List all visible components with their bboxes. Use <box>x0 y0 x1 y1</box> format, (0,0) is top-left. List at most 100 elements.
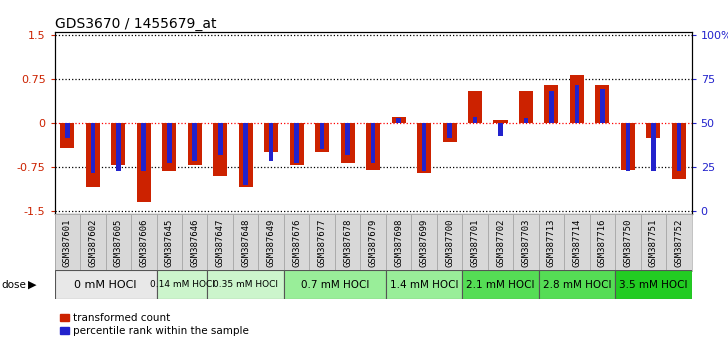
FancyBboxPatch shape <box>284 270 386 299</box>
Bar <box>341 123 355 163</box>
Bar <box>315 123 329 153</box>
Bar <box>141 123 146 171</box>
FancyBboxPatch shape <box>539 270 615 299</box>
FancyBboxPatch shape <box>641 214 666 271</box>
Bar <box>549 91 554 123</box>
Bar <box>269 123 274 161</box>
Bar <box>60 123 74 148</box>
Text: 0 mM HOCl: 0 mM HOCl <box>74 280 137 290</box>
Bar <box>192 123 197 161</box>
Text: GSM387677: GSM387677 <box>317 219 327 267</box>
FancyBboxPatch shape <box>666 214 692 271</box>
Bar <box>472 117 478 123</box>
Bar <box>116 123 121 171</box>
Text: GSM387679: GSM387679 <box>368 219 378 267</box>
Text: GSM387703: GSM387703 <box>521 219 531 267</box>
FancyBboxPatch shape <box>539 214 564 271</box>
Bar <box>468 91 482 123</box>
Text: GSM387714: GSM387714 <box>572 219 582 267</box>
FancyBboxPatch shape <box>106 214 131 271</box>
Bar <box>86 123 100 187</box>
Text: GSM387647: GSM387647 <box>215 219 225 267</box>
FancyBboxPatch shape <box>411 214 437 271</box>
FancyBboxPatch shape <box>131 214 157 271</box>
Text: GSM387645: GSM387645 <box>165 219 174 267</box>
Text: GSM387699: GSM387699 <box>419 219 429 267</box>
Bar <box>264 123 278 153</box>
Bar <box>65 123 70 138</box>
Bar <box>600 89 605 123</box>
FancyBboxPatch shape <box>309 214 335 271</box>
Text: GSM387601: GSM387601 <box>63 219 72 267</box>
Text: GSM387676: GSM387676 <box>292 219 301 267</box>
FancyBboxPatch shape <box>590 214 615 271</box>
Bar <box>651 123 656 171</box>
Text: GSM387605: GSM387605 <box>114 219 123 267</box>
Text: GSM387752: GSM387752 <box>674 219 684 267</box>
Bar <box>371 123 376 163</box>
Bar <box>596 85 609 123</box>
Legend: transformed count, percentile rank within the sample: transformed count, percentile rank withi… <box>60 313 249 336</box>
FancyBboxPatch shape <box>207 270 284 299</box>
Bar <box>213 123 227 176</box>
FancyBboxPatch shape <box>513 214 539 271</box>
FancyBboxPatch shape <box>437 214 462 271</box>
Text: 2.8 mM HOCl: 2.8 mM HOCl <box>542 280 612 290</box>
Bar <box>417 123 431 173</box>
Bar <box>218 123 223 155</box>
FancyBboxPatch shape <box>386 270 462 299</box>
FancyBboxPatch shape <box>207 214 233 271</box>
Text: 1.4 mM HOCl: 1.4 mM HOCl <box>389 280 459 290</box>
FancyBboxPatch shape <box>182 214 207 271</box>
FancyBboxPatch shape <box>55 214 80 271</box>
Bar <box>320 123 325 149</box>
Text: GSM387648: GSM387648 <box>241 219 250 267</box>
Text: GSM387701: GSM387701 <box>470 219 480 267</box>
Bar <box>625 123 630 171</box>
FancyBboxPatch shape <box>462 270 539 299</box>
Text: 2.1 mM HOCl: 2.1 mM HOCl <box>466 280 535 290</box>
Text: GSM387698: GSM387698 <box>394 219 403 267</box>
Text: GSM387713: GSM387713 <box>547 219 556 267</box>
Bar <box>570 75 584 123</box>
Text: 0.35 mM HOCl: 0.35 mM HOCl <box>213 280 278 289</box>
Text: ▶: ▶ <box>28 280 36 290</box>
Bar <box>422 123 427 171</box>
Bar <box>90 123 95 173</box>
FancyBboxPatch shape <box>615 214 641 271</box>
FancyBboxPatch shape <box>462 214 488 271</box>
Bar <box>188 123 202 165</box>
Bar <box>523 118 529 123</box>
Text: 0.14 mM HOCl: 0.14 mM HOCl <box>149 280 215 289</box>
FancyBboxPatch shape <box>335 214 360 271</box>
FancyBboxPatch shape <box>55 270 157 299</box>
Bar <box>574 85 579 123</box>
Bar <box>111 123 125 165</box>
Text: GSM387751: GSM387751 <box>649 219 658 267</box>
Bar <box>443 123 456 142</box>
Text: 3.5 mM HOCl: 3.5 mM HOCl <box>619 280 688 290</box>
Text: GSM387649: GSM387649 <box>266 219 276 267</box>
Bar <box>447 123 452 138</box>
Bar <box>621 123 635 170</box>
Bar <box>243 123 248 185</box>
FancyBboxPatch shape <box>258 214 284 271</box>
FancyBboxPatch shape <box>360 214 386 271</box>
Bar <box>494 120 507 123</box>
Text: GSM387716: GSM387716 <box>598 219 607 267</box>
Bar <box>290 123 304 165</box>
Bar <box>137 123 151 202</box>
Bar <box>498 123 503 136</box>
Bar <box>167 123 172 163</box>
FancyBboxPatch shape <box>564 214 590 271</box>
Bar <box>345 123 350 155</box>
Text: GSM387700: GSM387700 <box>445 219 454 267</box>
Bar <box>646 123 660 138</box>
Bar <box>672 123 686 179</box>
Text: GSM387646: GSM387646 <box>190 219 199 267</box>
Text: GDS3670 / 1455679_at: GDS3670 / 1455679_at <box>55 17 216 31</box>
FancyBboxPatch shape <box>386 214 411 271</box>
FancyBboxPatch shape <box>233 214 258 271</box>
FancyBboxPatch shape <box>615 270 692 299</box>
FancyBboxPatch shape <box>157 214 182 271</box>
